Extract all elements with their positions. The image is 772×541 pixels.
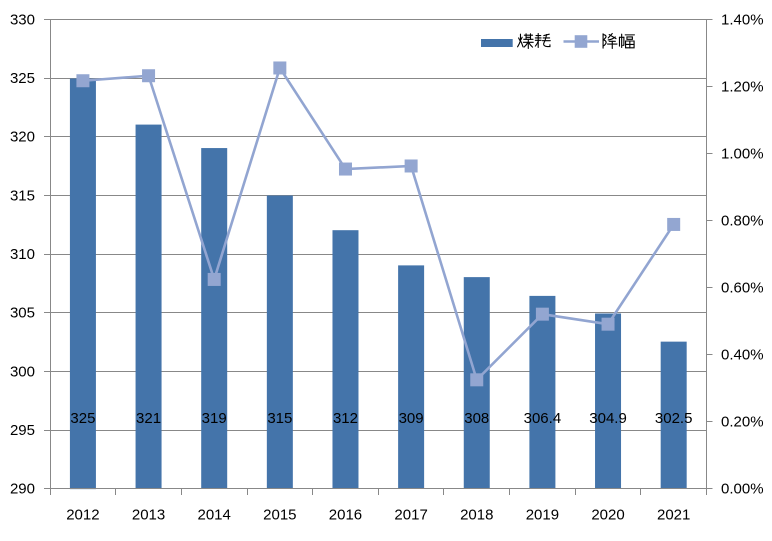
svg-text:320: 320 bbox=[10, 129, 35, 146]
svg-text:2017: 2017 bbox=[394, 507, 427, 524]
svg-text:0.40%: 0.40% bbox=[721, 347, 764, 364]
svg-text:300: 300 bbox=[10, 363, 35, 380]
svg-text:2013: 2013 bbox=[132, 507, 165, 524]
svg-text:2012: 2012 bbox=[66, 507, 99, 524]
svg-text:312: 312 bbox=[333, 410, 358, 427]
svg-text:0.20%: 0.20% bbox=[721, 414, 764, 431]
svg-text:302.5: 302.5 bbox=[655, 410, 693, 427]
svg-text:1.00%: 1.00% bbox=[721, 145, 764, 162]
svg-text:2015: 2015 bbox=[263, 507, 296, 524]
svg-text:2014: 2014 bbox=[198, 507, 231, 524]
svg-text:315: 315 bbox=[267, 410, 292, 427]
svg-text:2021: 2021 bbox=[657, 507, 690, 524]
svg-text:304.9: 304.9 bbox=[589, 410, 627, 427]
svg-text:0.60%: 0.60% bbox=[721, 279, 764, 296]
svg-text:290: 290 bbox=[10, 481, 35, 498]
svg-text:330: 330 bbox=[10, 11, 35, 28]
svg-text:319: 319 bbox=[202, 410, 227, 427]
svg-text:0.00%: 0.00% bbox=[721, 481, 764, 498]
svg-text:325: 325 bbox=[10, 70, 35, 87]
svg-text:295: 295 bbox=[10, 422, 35, 439]
svg-text:2020: 2020 bbox=[591, 507, 624, 524]
svg-text:315: 315 bbox=[10, 187, 35, 204]
svg-text:308: 308 bbox=[464, 410, 489, 427]
svg-text:305: 305 bbox=[10, 305, 35, 322]
svg-text:310: 310 bbox=[10, 246, 35, 263]
svg-text:2018: 2018 bbox=[460, 507, 493, 524]
svg-text:1.20%: 1.20% bbox=[721, 78, 764, 95]
svg-text:306.4: 306.4 bbox=[524, 410, 562, 427]
svg-text:2016: 2016 bbox=[329, 507, 362, 524]
svg-text:0.80%: 0.80% bbox=[721, 212, 764, 229]
svg-text:2019: 2019 bbox=[526, 507, 559, 524]
svg-text:1.40%: 1.40% bbox=[721, 11, 764, 28]
svg-text:325: 325 bbox=[70, 410, 95, 427]
svg-text:321: 321 bbox=[136, 410, 161, 427]
svg-text:309: 309 bbox=[399, 410, 424, 427]
